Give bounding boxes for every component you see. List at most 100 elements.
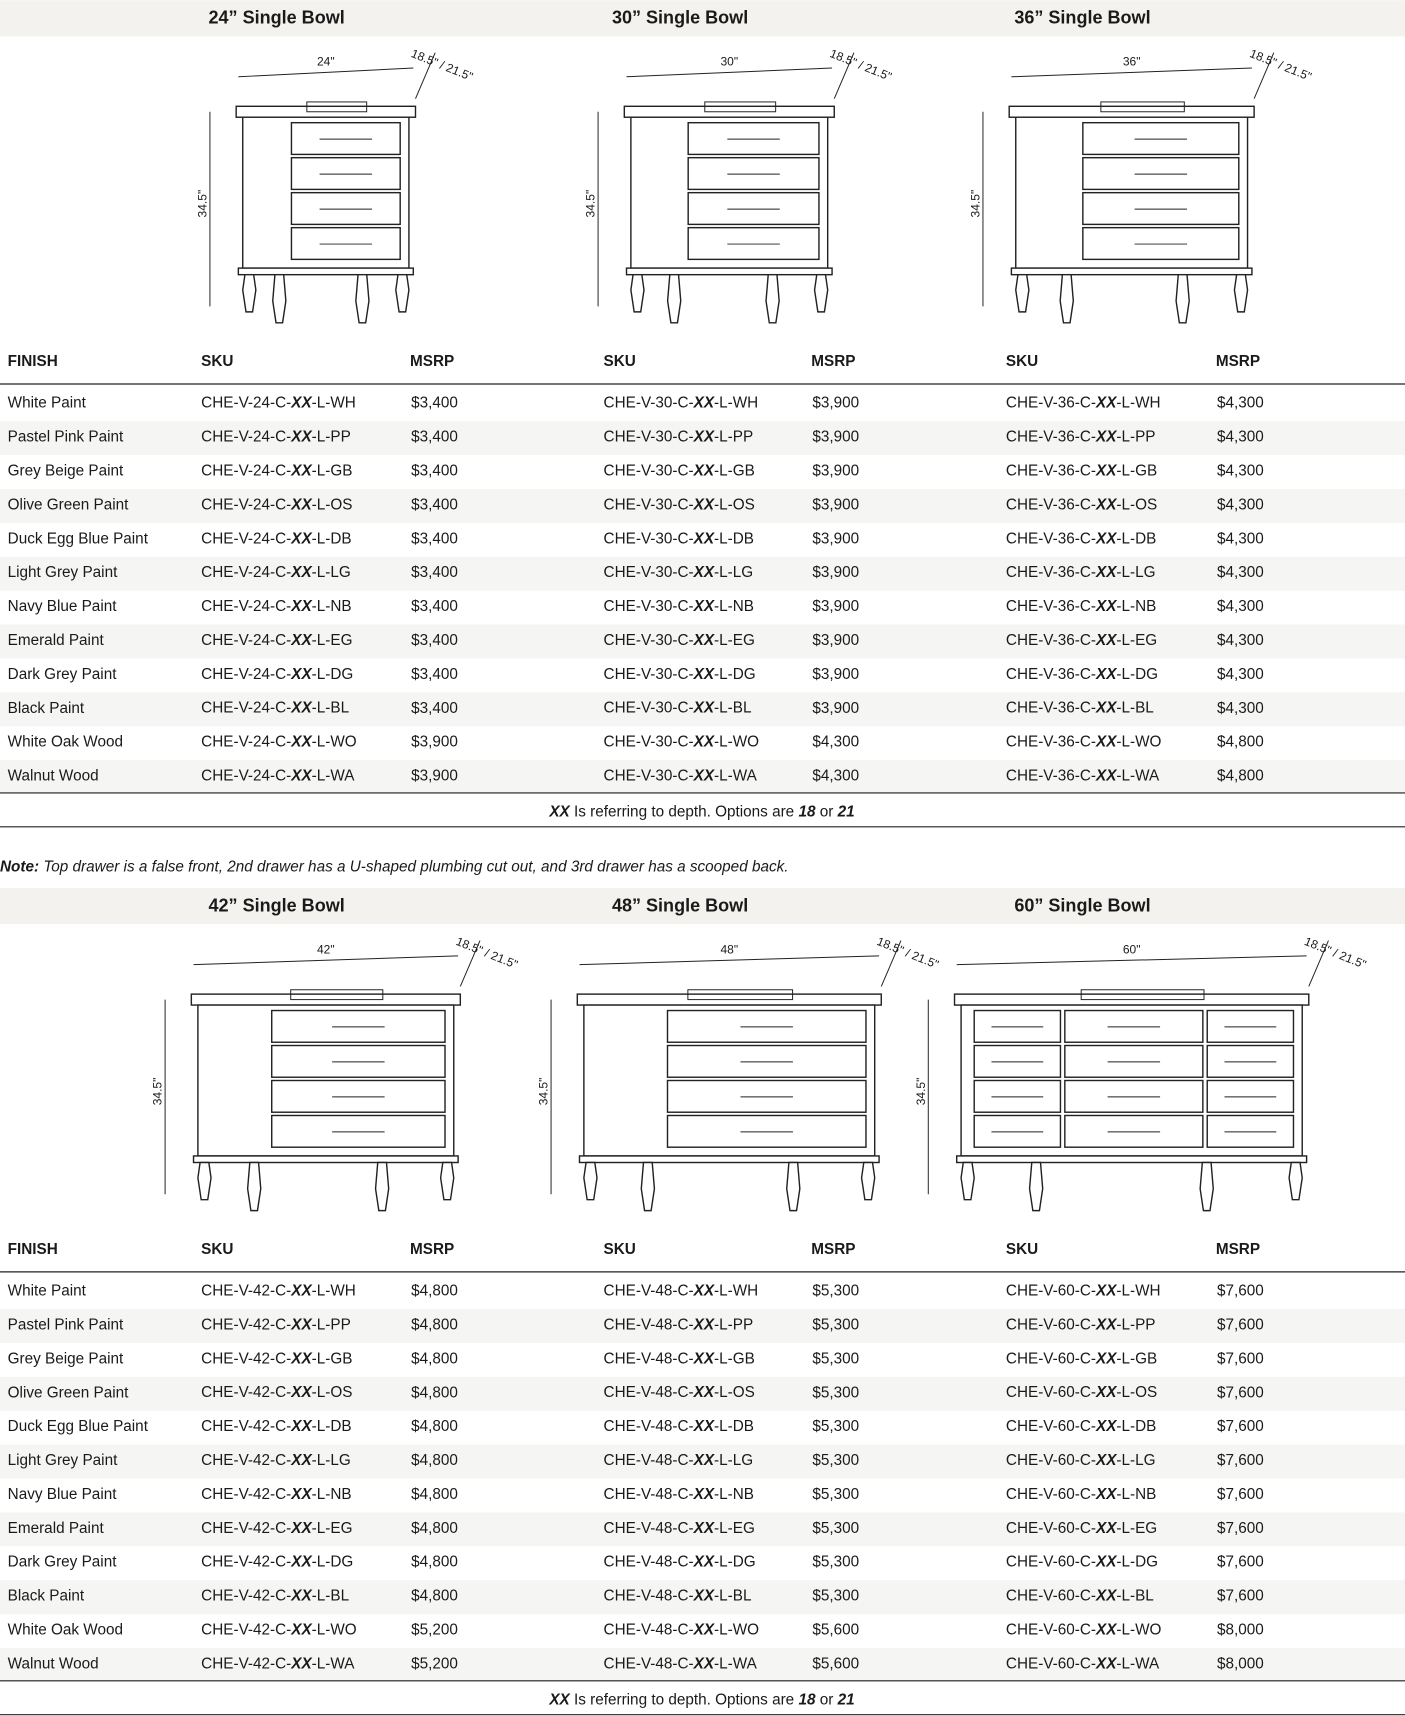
msrp: $5,300 — [812, 1283, 859, 1300]
msrp: $4,800 — [411, 1283, 458, 1300]
msrp: $5,300 — [812, 1452, 859, 1469]
leg — [1175, 273, 1190, 324]
product-title: 42” Single Bowl — [208, 895, 344, 915]
drawer — [1082, 226, 1240, 261]
sku: CHE-V-48-C-XX-L-EG — [604, 1520, 755, 1537]
header-sku: SKU — [604, 1241, 636, 1258]
vanity-drawing: 30" 34.5" 18.5" / 21.5" — [584, 46, 894, 324]
msrp: $4,300 — [1217, 395, 1264, 412]
sku: CHE-V-36-C-XX-L-WA — [1006, 768, 1160, 785]
sku: CHE-V-42-C-XX-L-WO — [201, 1622, 357, 1639]
msrp: $3,400 — [411, 700, 458, 717]
sku: CHE-V-60-C-XX-L-PP — [1006, 1316, 1156, 1333]
vanity-drawing: 36" 34.5" 18.5" / 21.5" — [969, 46, 1314, 324]
drawer — [973, 1114, 1062, 1148]
base — [1010, 267, 1253, 276]
basin — [290, 989, 384, 1001]
leg — [640, 1161, 656, 1212]
width-label: 48" — [720, 943, 738, 957]
row-shade — [0, 1647, 1405, 1682]
msrp: $3,900 — [812, 463, 859, 480]
sku: CHE-V-30-C-XX-L-PP — [604, 429, 754, 446]
drawer — [290, 226, 401, 261]
msrp: $7,600 — [1217, 1486, 1264, 1503]
width-dimension — [956, 955, 1307, 966]
sku: CHE-V-42-C-XX-L-NB — [201, 1486, 351, 1503]
row-shade — [0, 1580, 1405, 1615]
header-msrp: MSRP — [1216, 1241, 1260, 1258]
msrp: $4,300 — [1217, 598, 1264, 615]
finish: Walnut Wood — [8, 768, 99, 785]
finish: Light Grey Paint — [8, 564, 118, 581]
row-shade — [0, 760, 1405, 795]
sku: CHE-V-30-C-XX-L-NB — [604, 598, 754, 615]
sku: CHE-V-48-C-XX-L-PP — [604, 1316, 754, 1333]
depth-dimension — [880, 940, 902, 987]
header-sku: SKU — [201, 353, 233, 370]
msrp: $3,900 — [411, 734, 458, 751]
product-title: 30” Single Bowl — [612, 8, 748, 28]
width-label: 42" — [317, 943, 335, 957]
footnote: XX Is referring to depth. Options are 18… — [548, 1692, 854, 1709]
drawer — [290, 121, 401, 156]
msrp: $7,600 — [1217, 1316, 1264, 1333]
leg — [765, 273, 780, 324]
msrp: $5,600 — [812, 1622, 859, 1639]
msrp: $7,600 — [1217, 1520, 1264, 1537]
msrp: $5,600 — [812, 1655, 859, 1672]
msrp: $4,300 — [1217, 666, 1264, 683]
msrp: $3,900 — [812, 395, 859, 412]
sku: CHE-V-36-C-XX-L-DB — [1006, 530, 1156, 547]
footnote: XX Is referring to depth. Options are 18… — [548, 804, 854, 821]
leg — [583, 1161, 598, 1201]
depth-dimension — [459, 940, 481, 987]
header-msrp: MSRP — [1216, 353, 1260, 370]
finish: Olive Green Paint — [8, 496, 129, 513]
leg — [1233, 273, 1249, 313]
sku: CHE-V-60-C-XX-L-WA — [1006, 1655, 1160, 1672]
finish: Dark Grey Paint — [8, 1554, 118, 1571]
sku: CHE-V-60-C-XX-L-BL — [1006, 1588, 1154, 1605]
finish: Grey Beige Paint — [8, 463, 124, 480]
msrp: $3,900 — [812, 496, 859, 513]
header-finish: FINISH — [8, 1241, 58, 1258]
sku: CHE-V-36-C-XX-L-EG — [1006, 632, 1157, 649]
row-shade — [0, 1512, 1405, 1547]
drawer — [973, 1079, 1062, 1113]
msrp: $4,300 — [1217, 700, 1264, 717]
sku: CHE-V-36-C-XX-L-PP — [1006, 429, 1156, 446]
width-label: 24" — [317, 55, 335, 69]
header-sku: SKU — [1006, 353, 1038, 370]
product-title: 48” Single Bowl — [612, 895, 748, 915]
msrp: $4,300 — [1217, 463, 1264, 480]
msrp: $4,300 — [1217, 564, 1264, 581]
finish: White Paint — [8, 1283, 87, 1300]
msrp: $4,300 — [1217, 530, 1264, 547]
drawer — [666, 1009, 867, 1043]
sku: CHE-V-36-C-XX-L-NB — [1006, 598, 1156, 615]
depth-dimension — [833, 52, 855, 99]
msrp: $5,300 — [812, 1350, 859, 1367]
depth-dimension — [1253, 52, 1275, 99]
row-shade — [0, 421, 1405, 456]
height-label: 34.5" — [537, 1078, 551, 1106]
msrp: $4,300 — [812, 734, 859, 751]
msrp: $4,800 — [411, 1384, 458, 1401]
drawer — [973, 1009, 1062, 1043]
leg — [272, 273, 287, 324]
msrp: $3,400 — [411, 632, 458, 649]
sku: CHE-V-24-C-XX-L-EG — [201, 632, 352, 649]
leg — [1015, 273, 1030, 313]
base — [237, 267, 415, 276]
finish: White Oak Wood — [8, 734, 123, 751]
msrp: $4,800 — [411, 1588, 458, 1605]
basin — [1100, 101, 1185, 113]
msrp: $7,600 — [1217, 1588, 1264, 1605]
drawer — [687, 226, 820, 261]
basin — [306, 101, 368, 113]
msrp: $4,800 — [411, 1418, 458, 1435]
footnote-part: 21 — [837, 804, 855, 821]
leg — [355, 273, 370, 324]
basin — [704, 101, 777, 113]
